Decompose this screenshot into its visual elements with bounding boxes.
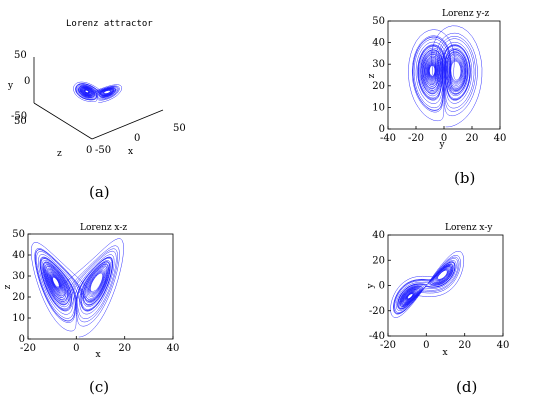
panel-d: Lorenz x-y -20 0 20 40 -40 -20 0 20 40 x… — [366, 223, 509, 396]
panel-a-series-line — [73, 81, 123, 103]
panel-b-ytick-3: 30 — [372, 59, 385, 70]
panel-c-series-line — [31, 238, 124, 338]
panel-a-horizontal-axis — [91, 109, 164, 140]
panel-c-plot — [31, 238, 124, 338]
panel-a-ytick-2: -50 — [11, 111, 27, 122]
panel-d-xtick-2: 20 — [458, 340, 471, 351]
panel-c-xtick-3: 40 — [167, 343, 180, 354]
panel-a-plot — [73, 81, 123, 103]
panel-c-caption: (c) — [89, 378, 109, 396]
panel-b-ytick-0: 0 — [379, 124, 385, 135]
panel-a-ylabel: y — [7, 81, 14, 91]
panel-a: Lorenz attractor 50 0 -50 y 50 0 z -50 0… — [7, 19, 186, 201]
panel-c-xtick-0: -20 — [20, 343, 36, 354]
panel-c-ylabel: z — [3, 284, 13, 289]
panel-b: Lorenz y-z -40 -20 0 20 40 0 10 20 30 40… — [367, 9, 506, 187]
panel-b-caption: (b) — [454, 169, 475, 187]
panel-b-ticks — [387, 20, 501, 130]
panel-d-ytick-0: -40 — [369, 331, 385, 342]
panel-a-xtick-2: 50 — [173, 123, 186, 134]
panel-a-ztick-0: 50 — [14, 116, 27, 127]
panel-c-ytick-3: 30 — [12, 271, 25, 282]
panel-d-ticks — [387, 234, 504, 337]
panel-a-depth-axis — [33, 102, 93, 140]
panel-d-ytick-1: -20 — [369, 306, 385, 317]
panel-b-ytick-4: 40 — [372, 38, 385, 49]
panel-b-xtick-3: 20 — [466, 133, 479, 144]
panel-a-xtick-0: -50 — [95, 145, 111, 156]
panel-b-xtick-2: 0 — [441, 133, 447, 144]
panel-c-title: Lorenz x-z — [80, 223, 127, 233]
panel-b-ytick-1: 10 — [372, 102, 385, 113]
panel-b-plot — [408, 25, 483, 128]
panel-d-xtick-3: 40 — [497, 340, 510, 351]
panel-d-ytick-4: 40 — [372, 230, 385, 241]
panel-d-ytick-2: 0 — [379, 281, 385, 292]
panel-d-ylabel: y — [366, 283, 376, 290]
panel-b-title: Lorenz y-z — [442, 9, 490, 19]
panel-c-ytick-4: 40 — [12, 250, 25, 261]
panel-d-xtick-1: 0 — [423, 340, 429, 351]
panel-b-xtick-4: 40 — [494, 133, 507, 144]
panel-c-ytick-2: 20 — [12, 292, 25, 303]
panel-d-series-line — [390, 251, 465, 318]
panel-a-ztick-1: 0 — [86, 145, 92, 156]
panel-c-ticks — [27, 233, 174, 340]
panel-b-xlabel: y — [438, 140, 445, 150]
panel-a-xtick-1: 0 — [134, 133, 140, 144]
panel-b-xtick-1: -20 — [408, 133, 424, 144]
panel-d-frame — [387, 234, 504, 337]
panel-d-title: Lorenz x-y — [445, 223, 493, 233]
panel-c-xtick-1: 0 — [73, 343, 79, 354]
panel-d-xlabel: x — [442, 348, 447, 358]
panel-d-caption: (d) — [456, 378, 477, 396]
panel-b-xtick-0: -40 — [380, 133, 396, 144]
panel-a-zlabel: z — [57, 149, 62, 159]
panel-d-xtick-0: -20 — [380, 340, 396, 351]
panel-a-ytick-0: 50 — [14, 50, 27, 61]
panel-c: Lorenz x-z -20 0 20 40 0 10 20 30 40 50 … — [3, 223, 179, 396]
panel-a-title: Lorenz attractor — [66, 19, 153, 29]
panel-d-plot — [390, 251, 465, 318]
panel-a-xlabel: x — [128, 147, 133, 157]
panel-c-xlabel: x — [95, 350, 100, 360]
panel-c-ytick-1: 10 — [12, 313, 25, 324]
panel-b-ytick-2: 20 — [372, 81, 385, 92]
panel-b-ytick-5: 50 — [372, 16, 385, 27]
panel-c-xtick-2: 20 — [118, 343, 131, 354]
panel-c-frame — [27, 233, 174, 340]
panel-b-series-line — [408, 25, 483, 128]
panel-a-ytick-1: 0 — [24, 76, 30, 87]
panel-c-ytick-0: 0 — [19, 334, 25, 345]
panel-d-ytick-3: 20 — [372, 255, 385, 266]
panel-b-ylabel: z — [367, 73, 377, 78]
panel-a-caption: (a) — [89, 183, 110, 201]
panel-c-ytick-5: 50 — [12, 229, 25, 240]
